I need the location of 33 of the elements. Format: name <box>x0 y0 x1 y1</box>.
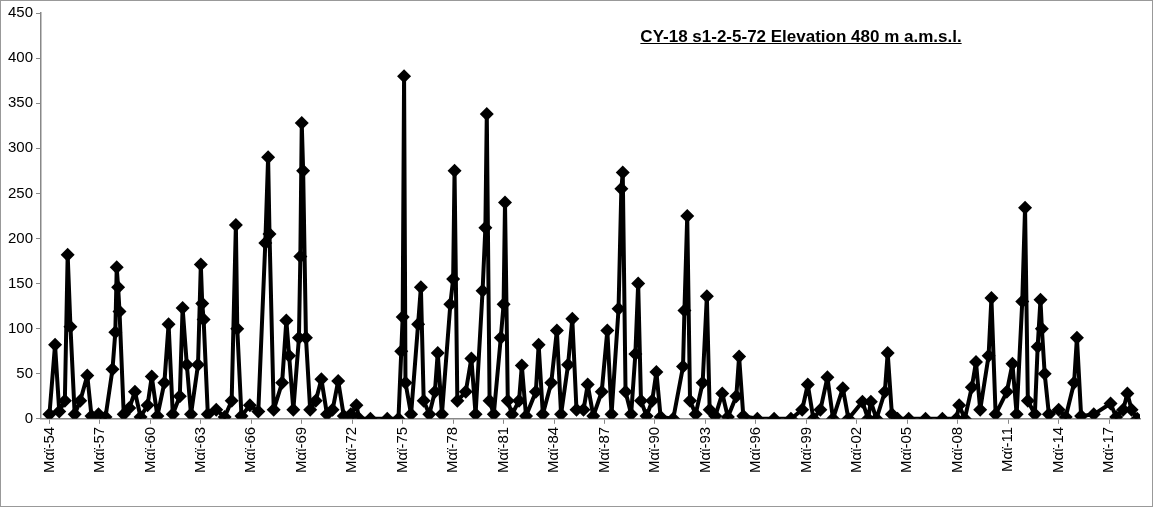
x-tick-label: Μαϊ-84 <box>544 426 562 474</box>
y-tick-label: 250 <box>8 183 34 201</box>
x-tick-label: Μαϊ-96 <box>746 426 764 474</box>
y-tick-label: 300 <box>8 138 34 156</box>
y-tick-label: 450 <box>8 3 34 21</box>
x-tick-label: Μαϊ-08 <box>947 426 965 474</box>
x-tick-label: Μαϊ-93 <box>695 426 713 474</box>
x-tick-label: Μαϊ-66 <box>241 426 259 474</box>
x-tick-label: Μαϊ-60 <box>140 426 158 474</box>
x-tick-label: Μαϊ-87 <box>594 426 612 474</box>
y-tick-label: 200 <box>8 228 34 246</box>
y-tick-label: 50 <box>16 363 34 381</box>
y-tick-label: 100 <box>8 318 34 336</box>
x-tick-label: Μαϊ-11 <box>998 426 1016 472</box>
x-tick-label: Μαϊ-05 <box>897 426 915 474</box>
x-tick-label: Μαϊ-63 <box>190 426 208 474</box>
x-tick-label: Μαϊ-69 <box>291 426 309 474</box>
x-tick-label: Μαϊ-81 <box>493 426 511 474</box>
y-tick-label: 150 <box>8 273 34 291</box>
x-tick-label: Μαϊ-99 <box>796 426 814 474</box>
text: CY-18 s1-2-5-72 Elevation 480 m a.m.s.l. <box>639 27 963 47</box>
x-tick-label: Μαϊ-72 <box>342 426 360 474</box>
y-tick-label: 0 <box>24 408 34 426</box>
x-tick-label: Μαϊ-17 <box>1099 426 1117 474</box>
y-tick-label: 350 <box>8 93 34 111</box>
x-tick-label: Μαϊ-54 <box>39 426 57 474</box>
x-tick-label: Μαϊ-57 <box>90 426 108 474</box>
x-tick-label: Μαϊ-78 <box>443 426 461 474</box>
x-tick-label: Μαϊ-14 <box>1048 426 1066 474</box>
x-tick-label: Μαϊ-75 <box>392 426 410 474</box>
y-tick-label: 400 <box>8 48 34 66</box>
x-tick-label: Μαϊ-90 <box>645 426 663 474</box>
x-tick-label: Μαϊ-02 <box>846 426 864 474</box>
